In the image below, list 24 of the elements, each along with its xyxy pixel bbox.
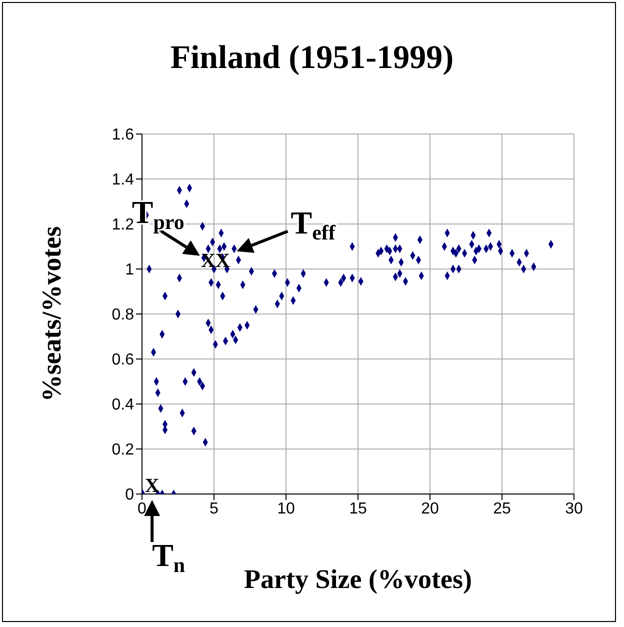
x-tick-label: 25 — [493, 500, 511, 518]
annotation: T$_{eff}$ — [290, 204, 336, 245]
chart-title: Finland (1951-1999) — [169, 40, 455, 77]
x-tick-label: 0 — [138, 500, 147, 518]
x-tick-label: 15 — [349, 500, 367, 518]
y-tick-label: 0.2 — [112, 442, 134, 459]
annotation: X — [201, 250, 216, 272]
y-tick-label: 0.6 — [112, 352, 134, 369]
annotation: X — [144, 475, 160, 497]
x-tick-label: 10 — [277, 500, 295, 518]
y-tick-label: 1.4 — [112, 172, 134, 189]
annotation: X — [215, 250, 230, 272]
y-axis-title: %seats/%votes — [36, 226, 68, 402]
y-tick-label: 0.4 — [112, 396, 134, 414]
x-tick-label: 20 — [421, 500, 439, 518]
y-tick-label: 1 — [125, 262, 134, 279]
y-tick-label: 0 — [125, 486, 134, 504]
x-tick-label: 5 — [210, 500, 219, 518]
y-tick-label: 1.2 — [112, 216, 134, 234]
x-axis-title: Party Size (%votes) — [244, 564, 472, 594]
y-tick-label: 1.6 — [112, 126, 134, 144]
annotation: T$_{n}$ — [152, 537, 186, 578]
x-tick-label: 30 — [565, 500, 583, 518]
y-tick-label: 0.8 — [112, 306, 134, 324]
